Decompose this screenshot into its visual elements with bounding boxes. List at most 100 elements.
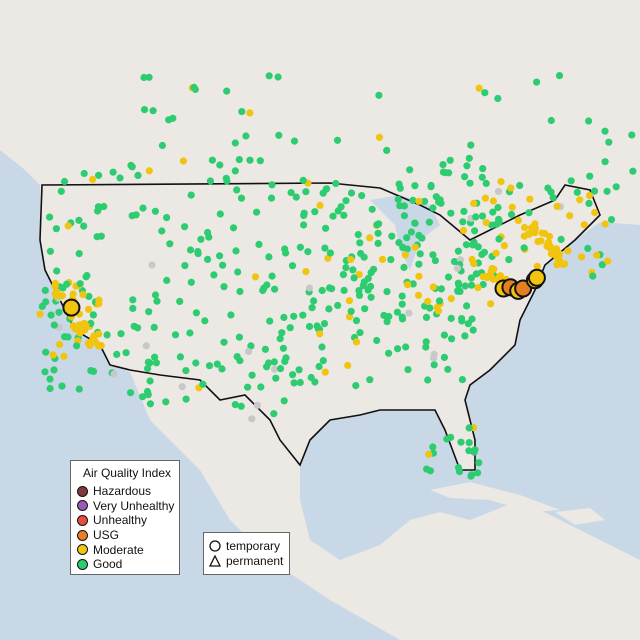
monitor-marker[interactable] <box>318 286 326 295</box>
monitor-marker[interactable] <box>216 252 224 260</box>
monitor-marker[interactable] <box>61 333 69 341</box>
monitor-marker[interactable] <box>373 336 381 345</box>
monitor-marker[interactable] <box>601 220 609 228</box>
monitor-marker[interactable] <box>299 176 307 184</box>
monitor-marker[interactable] <box>531 229 539 237</box>
monitor-marker[interactable] <box>75 216 83 224</box>
monitor-marker[interactable] <box>333 136 342 144</box>
monitor-marker[interactable] <box>400 263 408 271</box>
monitor-marker[interactable] <box>375 91 383 99</box>
monitor-marker[interactable] <box>150 323 158 331</box>
monitor-marker[interactable] <box>533 78 541 86</box>
monitor-marker[interactable] <box>422 338 430 346</box>
monitor-marker[interactable] <box>292 193 300 201</box>
monitor-marker[interactable] <box>403 234 411 242</box>
monitor-marker[interactable] <box>281 357 289 365</box>
monitor-marker[interactable] <box>461 173 469 181</box>
monitor-marker[interactable] <box>231 167 239 175</box>
monitor-marker[interactable] <box>547 116 555 125</box>
monitor-marker[interactable] <box>261 345 269 353</box>
monitor-marker[interactable] <box>439 161 447 169</box>
monitor-marker[interactable] <box>416 250 424 258</box>
monitor-marker[interactable] <box>340 211 348 219</box>
monitor-marker[interactable] <box>52 225 61 233</box>
monitor-marker[interactable] <box>256 157 264 165</box>
monitor-marker[interactable] <box>478 173 486 181</box>
monitor-marker[interactable] <box>466 179 474 187</box>
monitor-marker[interactable] <box>300 221 308 229</box>
monitor-marker[interactable] <box>304 248 312 256</box>
monitor-marker[interactable] <box>69 321 77 330</box>
monitor-marker[interactable] <box>56 340 64 348</box>
monitor-marker[interactable] <box>151 291 160 299</box>
monitor-marker[interactable] <box>290 312 298 320</box>
monitor-marker[interactable] <box>460 207 468 215</box>
monitor-marker[interactable] <box>187 278 195 286</box>
monitor-marker[interactable] <box>305 322 314 331</box>
monitor-marker[interactable] <box>69 290 77 298</box>
monitor-marker[interactable] <box>321 244 329 252</box>
monitor-marker[interactable] <box>487 267 495 276</box>
monitor-marker[interactable] <box>429 283 437 291</box>
monitor-marker[interactable] <box>354 231 362 239</box>
monitor-marker[interactable] <box>497 178 505 186</box>
monitor-marker[interactable] <box>398 292 406 300</box>
monitor-marker[interactable] <box>474 469 482 477</box>
monitor-marker[interactable] <box>182 367 190 375</box>
monitor-marker[interactable] <box>152 359 160 367</box>
monitor-marker[interactable] <box>248 415 256 423</box>
monitor-marker[interactable] <box>286 324 294 332</box>
monitor-marker[interactable] <box>237 402 245 410</box>
monitor-marker[interactable] <box>404 281 412 289</box>
monitor-marker[interactable] <box>603 187 611 195</box>
monitor-marker[interactable] <box>140 73 148 82</box>
monitor-marker[interactable] <box>289 371 297 379</box>
monitor-marker[interactable] <box>407 228 415 236</box>
monitor-marker[interactable] <box>456 287 464 295</box>
monitor-marker[interactable] <box>465 154 473 162</box>
monitor-marker[interactable] <box>279 344 287 352</box>
monitor-marker[interactable] <box>300 211 308 219</box>
monitor-marker[interactable] <box>342 197 350 205</box>
monitor-marker[interactable] <box>139 204 147 212</box>
monitor-marker[interactable] <box>475 459 483 467</box>
monitor-marker[interactable] <box>320 320 329 328</box>
monitor-marker[interactable] <box>495 235 503 243</box>
monitor-marker[interactable] <box>361 305 369 313</box>
monitor-marker[interactable] <box>345 313 354 321</box>
monitor-marker[interactable] <box>415 260 423 268</box>
monitor-marker[interactable] <box>51 290 59 298</box>
monitor-marker[interactable] <box>216 161 224 169</box>
monitor-marker[interactable] <box>140 106 149 114</box>
monitor-marker[interactable] <box>482 179 490 187</box>
monitor-marker[interactable] <box>344 361 352 369</box>
monitor-marker[interactable] <box>414 291 423 299</box>
monitor-marker[interactable] <box>280 397 288 405</box>
monitor-marker[interactable] <box>356 329 364 337</box>
monitor-marker[interactable] <box>398 300 406 308</box>
monitor-marker[interactable] <box>393 308 401 316</box>
monitor-marker[interactable] <box>347 189 356 197</box>
monitor-marker[interactable] <box>444 273 453 281</box>
monitor-marker[interactable] <box>516 181 524 190</box>
monitor-marker[interactable] <box>179 157 187 165</box>
monitor-marker[interactable] <box>41 286 49 294</box>
monitor-marker[interactable] <box>422 313 431 321</box>
monitor-marker[interactable] <box>541 229 549 238</box>
monitor-marker[interactable] <box>287 189 295 197</box>
monitor-marker[interactable] <box>589 272 597 280</box>
monitor-marker[interactable] <box>388 232 396 240</box>
monitor-marker[interactable] <box>216 210 224 218</box>
monitor-marker[interactable] <box>270 358 278 366</box>
monitor-marker[interactable] <box>128 212 136 220</box>
monitor-marker[interactable] <box>352 317 361 325</box>
monitor-marker[interactable] <box>629 167 637 175</box>
monitor-marker[interactable] <box>598 261 606 269</box>
monitor-marker[interactable] <box>337 203 345 211</box>
monitor-marker[interactable] <box>126 389 135 397</box>
monitor-marker[interactable] <box>396 202 404 210</box>
monitor-marker[interactable] <box>520 223 529 232</box>
monitor-marker[interactable] <box>520 232 528 240</box>
monitor-marker[interactable] <box>468 255 476 264</box>
monitor-marker[interactable] <box>475 84 483 92</box>
